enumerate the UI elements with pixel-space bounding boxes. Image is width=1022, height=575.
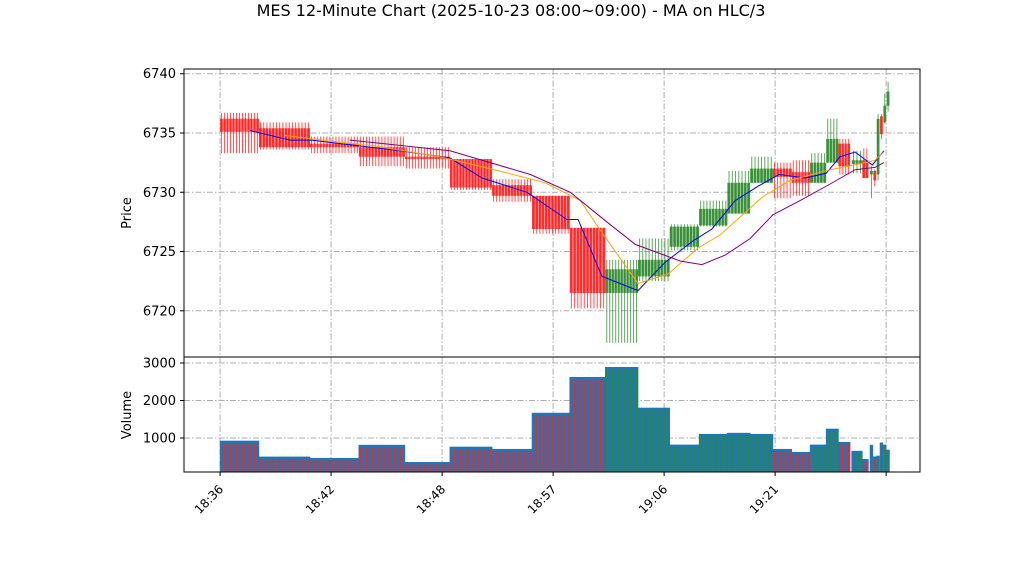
volume-bar	[772, 448, 793, 473]
candle-body-up	[883, 105, 887, 123]
price-tick-label: 6725	[143, 245, 176, 260]
candle-body-up	[886, 91, 890, 106]
x-tick-label: 19:06	[636, 482, 670, 516]
volume-axis-label: Volume	[120, 391, 135, 439]
x-tick-label: 18:48	[414, 482, 448, 516]
x-tick-label: 18:42	[303, 482, 337, 516]
price-tick-label: 6730	[143, 186, 176, 201]
volume-tick-label: 3000	[143, 356, 176, 371]
price-tick-label: 6720	[143, 304, 176, 319]
candle-body-up	[870, 170, 873, 175]
volume-tick-label: 2000	[143, 394, 176, 409]
volume-panel-frame	[183, 356, 921, 473]
candle-body-up	[699, 208, 728, 226]
candle-body-up	[876, 118, 880, 175]
candle-body-down	[873, 170, 877, 181]
moving-average-line-ma-slow	[349, 139, 885, 266]
candle-body-up	[669, 226, 700, 247]
volume-bar	[791, 451, 811, 473]
candle-body-down	[404, 156, 450, 160]
volume-bar	[861, 459, 869, 473]
moving-average-line-ma-mid	[284, 134, 885, 285]
volume-bar	[531, 412, 571, 473]
candle-body-up	[851, 160, 863, 164]
x-tick-label: 18:36	[192, 482, 226, 516]
price-tick-label: 6740	[143, 67, 176, 82]
price-axis-label: Price	[120, 197, 135, 229]
candle-body-up	[605, 269, 639, 293]
candle-body-down	[492, 185, 533, 196]
price-tick-label: 6735	[143, 127, 176, 142]
candle-body-down	[880, 116, 883, 135]
x-tick-label: 19:21	[747, 482, 781, 516]
candle-body-down	[569, 227, 606, 293]
candle-body-down	[358, 147, 405, 157]
volume-bar	[449, 446, 493, 473]
x-tick-label: 18:57	[525, 482, 559, 516]
candle-body-up	[750, 168, 773, 183]
volume-tick-label: 1000	[143, 431, 176, 446]
candle-body-down	[220, 118, 259, 132]
chart-title: MES 12-Minute Chart (2025-10-23 08:00~09…	[257, 1, 766, 20]
